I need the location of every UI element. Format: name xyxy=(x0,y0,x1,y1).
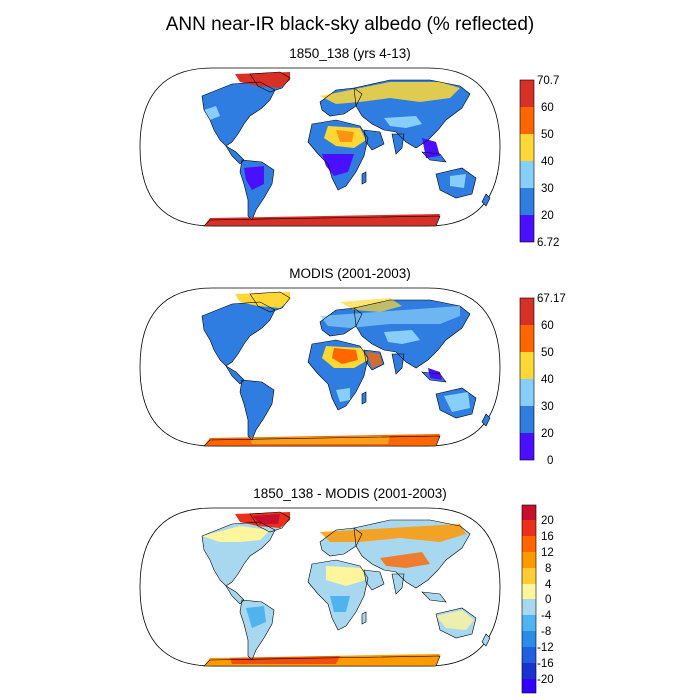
colorbar-swatch xyxy=(522,505,536,520)
colorbar-label: 50 xyxy=(541,347,554,359)
colorbar-swatch xyxy=(522,584,536,599)
colorbar-label: 20 xyxy=(541,210,554,222)
colorbar-label: -8 xyxy=(541,626,551,638)
colorbar-swatch xyxy=(522,568,536,584)
colorbar-swatch xyxy=(520,298,534,325)
colorbar-swatch xyxy=(522,647,536,663)
colorbar-swatch xyxy=(522,536,536,552)
colorbar-label: -12 xyxy=(537,642,554,654)
colorbar-label: 60 xyxy=(541,102,554,114)
colorbar-swatch xyxy=(522,520,536,536)
colorbar-swatch xyxy=(520,161,534,188)
colorbar-swatch xyxy=(522,552,536,568)
colorbar-swatch xyxy=(520,325,534,352)
colorbar-label: 6.72 xyxy=(537,237,559,249)
panel-2-title: MODIS (2001-2003) xyxy=(289,266,411,281)
colorbar-swatch xyxy=(520,379,534,406)
colorbar-label: 40 xyxy=(541,374,554,386)
colorbar-2: 67.17 60 50 40 30 20 0 xyxy=(519,293,566,467)
map-panel-1 xyxy=(139,67,501,227)
panel-1-title: 1850_138 (yrs 4-13) xyxy=(289,46,411,61)
colorbar-swatch xyxy=(522,663,536,679)
colorbar-swatch xyxy=(522,631,536,647)
colorbar-swatch xyxy=(520,188,534,215)
colorbar-label: 0 xyxy=(545,594,551,606)
colorbar-swatch xyxy=(520,107,534,134)
colorbar-label: 20 xyxy=(541,515,554,527)
colorbar-3: 20 16 12 8 4 0 -4 -8 -12 -16 -20 xyxy=(521,504,554,694)
colorbar-label: 0 xyxy=(547,455,553,467)
colorbar-label: 12 xyxy=(541,547,554,559)
colorbar-swatch xyxy=(520,80,534,107)
colorbar-label: 60 xyxy=(541,320,554,332)
colorbar-1: 70.7 60 50 40 30 20 6.72 xyxy=(519,75,559,249)
colorbar-label: 8 xyxy=(545,563,551,575)
colorbar-label: -16 xyxy=(537,658,554,670)
colorbar-label: 20 xyxy=(541,428,554,440)
colorbar-swatch xyxy=(520,215,534,242)
colorbar-label: -20 xyxy=(537,674,554,686)
colorbar-swatch xyxy=(520,352,534,379)
colorbar-label: 30 xyxy=(541,401,554,413)
colorbar-label: 70.7 xyxy=(537,75,559,87)
colorbar-swatch xyxy=(522,599,536,615)
colorbar-swatch xyxy=(520,134,534,161)
colorbar-swatch xyxy=(522,615,536,631)
colorbar-swatch xyxy=(522,679,536,693)
main-title: ANN near-IR black-sky albedo (% reflecte… xyxy=(165,14,535,35)
colorbar-label: 50 xyxy=(541,129,554,141)
map-panel-3 xyxy=(139,507,501,667)
colorbar-swatch xyxy=(520,433,534,460)
colorbar-label: 30 xyxy=(541,183,554,195)
panel-3-title: 1850_138 - MODIS (2001-2003) xyxy=(253,486,447,501)
colorbar-label: 67.17 xyxy=(537,293,566,305)
colorbar-label: 16 xyxy=(541,531,554,543)
map-panel-2 xyxy=(139,287,501,447)
colorbar-label: 40 xyxy=(541,156,554,168)
colorbar-label: 4 xyxy=(545,579,552,591)
colorbar-label: -4 xyxy=(541,610,552,622)
colorbar-swatch xyxy=(520,406,534,433)
